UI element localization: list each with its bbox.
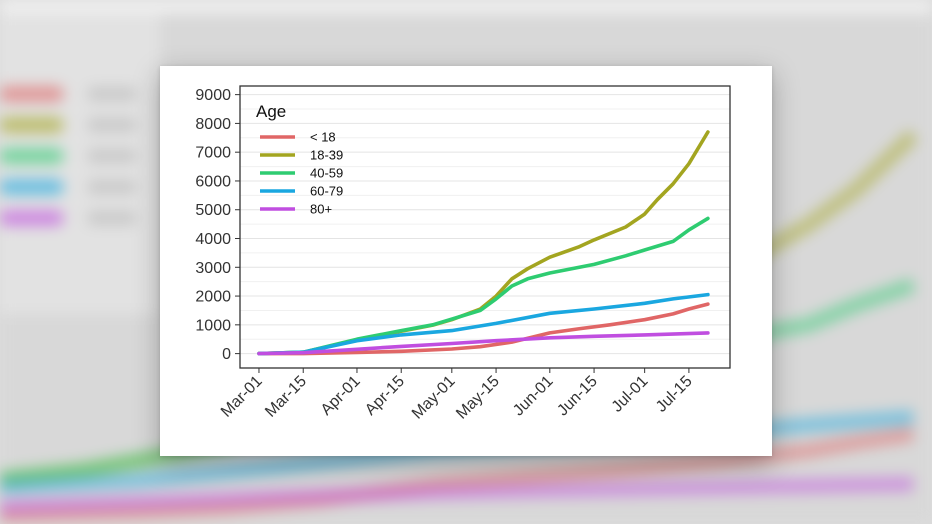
line-chart: 0 1000 2000 3000 4000 5000 6000 7000 8000 9000 Ma… [195, 85, 731, 423]
x-tick-label: Apr-01 [318, 373, 364, 419]
y-tick-label: 8000 [195, 116, 231, 133]
legend-label: 18-39 [310, 148, 343, 163]
x-tick-label: Mar-15 [262, 373, 310, 421]
blurred-legend [0, 86, 136, 226]
legend-label: 40-59 [310, 166, 343, 181]
y-tick-label: 1000 [195, 317, 231, 334]
blurred-legend-text [88, 87, 136, 101]
x-tick-label: May-01 [409, 373, 459, 423]
y-tick-label: 2000 [195, 289, 231, 306]
x-tick-label: May-15 [453, 373, 503, 423]
series-line [257, 331, 710, 356]
plot-border [239, 85, 731, 369]
y-tick-label: 6000 [195, 173, 231, 190]
legend-label: 80+ [310, 202, 332, 217]
y-tick-label: 3000 [195, 260, 231, 277]
blurred-legend-text [88, 180, 136, 194]
blurred-legend-text [88, 149, 136, 163]
series-line [257, 292, 710, 356]
x-tick-label: Jun-15 [554, 373, 601, 420]
x-tick-label: Jul-01 [609, 373, 652, 416]
x-tick-label: Jun-01 [510, 373, 557, 420]
series-lines [257, 130, 710, 356]
y-tick-label: 0 [222, 346, 231, 363]
y-tick-label: 7000 [195, 145, 231, 162]
y-tick-label: 4000 [195, 231, 231, 248]
legend-label: 60-79 [310, 184, 343, 199]
y-tick-label: 9000 [195, 87, 231, 104]
x-tick-label: Mar-01 [218, 373, 266, 421]
legend: Age < 18 18-39 40-59 60-79 80+ [256, 102, 343, 217]
x-tick-label: Apr-15 [362, 373, 408, 419]
chart-card: 0 1000 2000 3000 4000 5000 6000 7000 8000 9000 Ma… [160, 66, 772, 456]
y-axis: 0 1000 2000 3000 4000 5000 6000 7000 8000 9000 [195, 87, 240, 363]
y-tick-label: 5000 [195, 202, 231, 219]
blurred-legend-text [88, 211, 136, 225]
legend-label: < 18 [310, 130, 336, 145]
blurred-series-line [0, 477, 914, 515]
blurred-legend-text [88, 118, 136, 132]
legend-title: Age [256, 102, 286, 121]
series-line [257, 216, 710, 356]
x-tick-label: Jul-15 [653, 373, 696, 416]
